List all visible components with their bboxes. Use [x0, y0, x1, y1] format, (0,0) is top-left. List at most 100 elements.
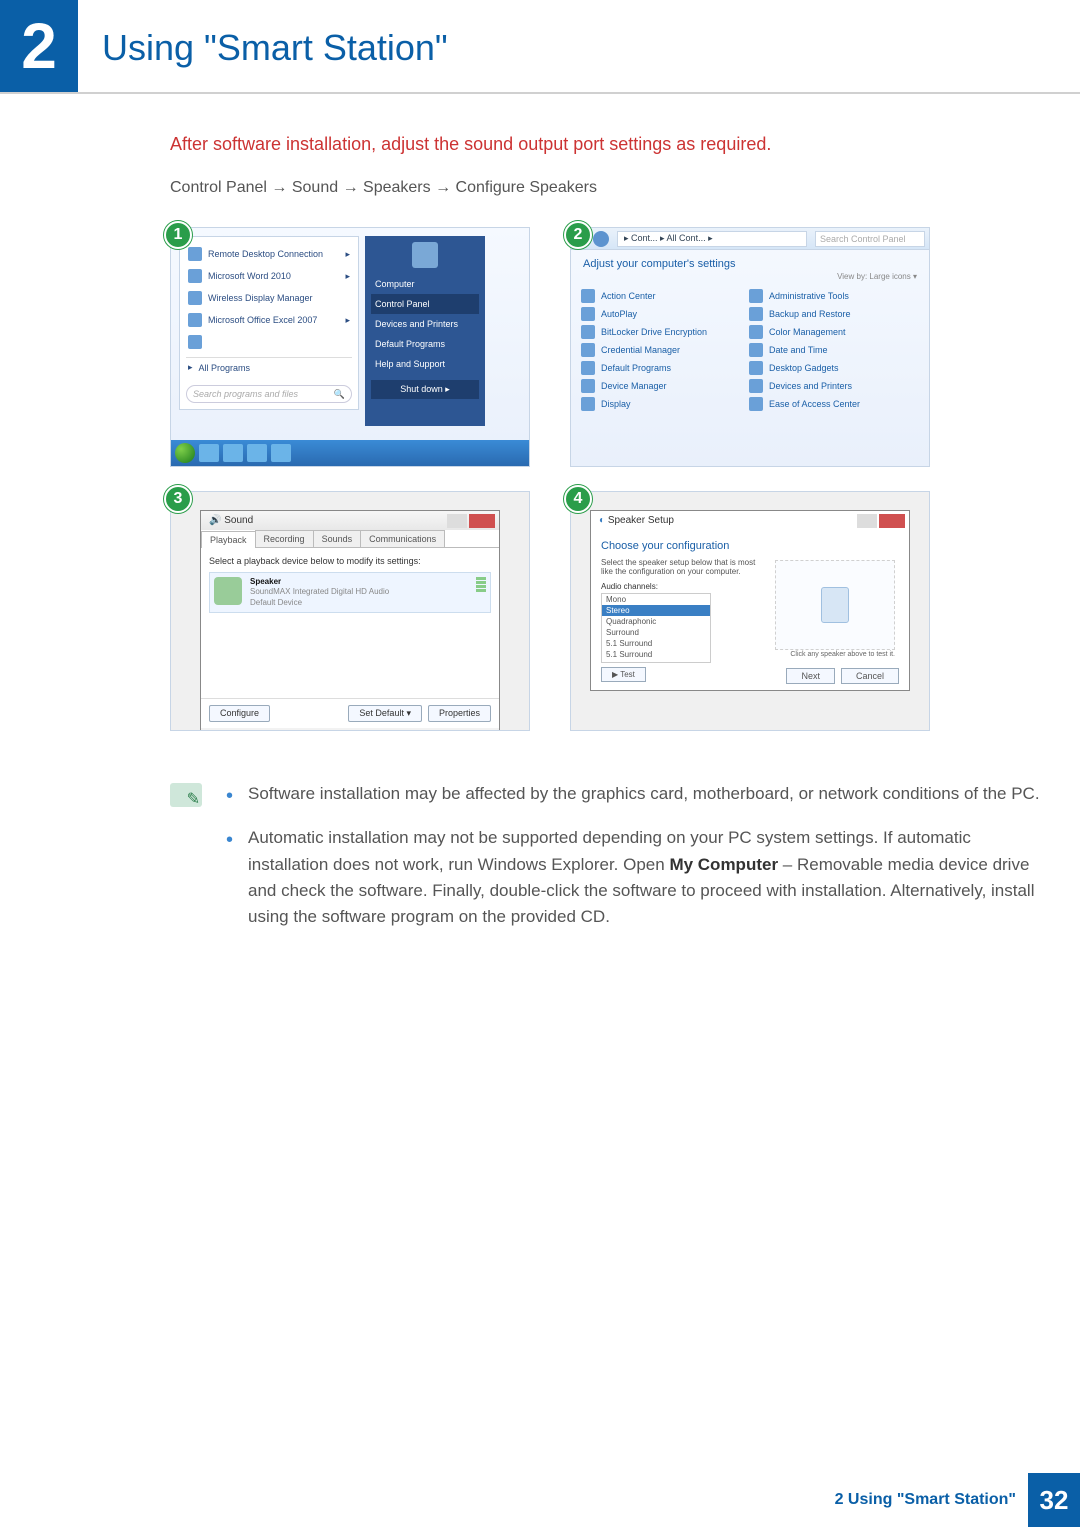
dialog-title: Speaker Setup — [608, 515, 674, 526]
dialog-title: Sound — [224, 515, 253, 526]
note-icon — [170, 783, 202, 807]
cp-item[interactable]: BitLocker Drive Encryption — [581, 325, 731, 339]
path-step: Sound — [292, 179, 338, 196]
cp-item[interactable]: Color Management — [749, 325, 899, 339]
cp-item-icon — [581, 307, 595, 321]
start-right-item[interactable]: Computer — [371, 274, 479, 294]
app-icon — [188, 313, 202, 327]
channel-option[interactable]: Mono — [602, 594, 710, 605]
start-right-item[interactable]: Default Programs — [371, 334, 479, 354]
start-right-item[interactable]: Devices and Printers — [371, 314, 479, 334]
dialog-titlebar: 🔊 Sound — [201, 511, 499, 530]
speaker-icon[interactable] — [821, 587, 849, 623]
start-menu-item[interactable]: Microsoft Office Excel 2007▸ — [186, 309, 352, 331]
start-orb-icon[interactable] — [175, 443, 195, 463]
start-right-item[interactable]: Help and Support — [371, 354, 479, 374]
start-menu-item[interactable]: Microsoft Word 2010▸ — [186, 265, 352, 287]
screenshot-1: 1 Remote Desktop Connection▸ Microsoft W… — [170, 227, 530, 467]
tab-communications[interactable]: Communications — [360, 530, 445, 547]
hint-text: Click any speaker above to test it. — [790, 651, 895, 658]
minimize-button[interactable] — [857, 514, 877, 528]
cp-item[interactable]: Display — [581, 397, 731, 411]
cp-item[interactable]: Device Manager — [581, 379, 731, 393]
cp-item[interactable]: Date and Time — [749, 343, 899, 357]
taskbar-item[interactable] — [271, 444, 291, 462]
start-menu-item[interactable] — [186, 331, 352, 353]
properties-button[interactable]: Properties — [428, 705, 491, 722]
note-item: Software installation may be affected by… — [226, 781, 1040, 807]
note-bold: My Computer — [669, 855, 778, 874]
cp-item-icon — [581, 397, 595, 411]
cp-item[interactable]: Administrative Tools — [749, 289, 899, 303]
device-text: Speaker SoundMAX Integrated Digital HD A… — [250, 577, 389, 608]
set-default-button[interactable]: Set Default ▾ — [348, 705, 422, 722]
cp-item[interactable]: AutoPlay — [581, 307, 731, 321]
screenshot-3: 3 🔊 Sound Playback Recording Sounds Comm… — [170, 491, 530, 731]
path-step: Configure Speakers — [456, 179, 597, 196]
cp-item[interactable]: Credential Manager — [581, 343, 731, 357]
breadcrumb[interactable]: ▸ Cont... ▸ All Cont... ▸ — [617, 231, 807, 247]
start-menu-label: Microsoft Office Excel 2007 — [208, 315, 317, 325]
shutdown-label: Shut down — [400, 384, 443, 394]
app-icon — [188, 335, 202, 349]
speaker-icon — [214, 577, 242, 605]
search-icon: 🔍 — [334, 389, 345, 400]
cp-item[interactable]: Backup and Restore — [749, 307, 899, 321]
shutdown-button[interactable]: Shut down ▸ — [371, 380, 479, 399]
test-button[interactable]: ▶ Test — [601, 667, 646, 682]
taskbar-item[interactable] — [247, 444, 267, 462]
cp-item-label: Date and Time — [769, 345, 828, 355]
screenshot-2: 2 ▸ Cont... ▸ All Cont... ▸ Search Contr… — [570, 227, 930, 467]
control-panel-window: ▸ Cont... ▸ All Cont... ▸ Search Control… — [570, 227, 930, 467]
dialog-ok-row: OK Cancel Apply — [201, 728, 499, 731]
cp-item[interactable]: Devices and Printers — [749, 379, 899, 393]
instruction-label: Select a playback device below to modify… — [209, 556, 491, 566]
search-input[interactable]: Search Control Panel — [815, 231, 925, 247]
dialog-body: Select a playback device below to modify… — [201, 548, 499, 698]
playback-device[interactable]: Speaker SoundMAX Integrated Digital HD A… — [209, 572, 491, 613]
page-number: 32 — [1028, 1473, 1080, 1527]
cp-item-icon — [581, 325, 595, 339]
cp-title: Adjust your computer's settings — [571, 250, 929, 272]
taskbar-item[interactable] — [199, 444, 219, 462]
start-right-item[interactable]: Control Panel — [371, 294, 479, 314]
cp-item-icon — [581, 289, 595, 303]
speaker-setup-dialog: ◐ Speaker Setup Choose your configuratio… — [590, 510, 910, 691]
tab-playback[interactable]: Playback — [201, 531, 256, 548]
all-programs-label: All Programs — [199, 363, 251, 373]
navigation-path: Control Panel → Sound → Speakers → Confi… — [170, 179, 1040, 197]
start-menu-item[interactable]: Remote Desktop Connection▸ — [186, 243, 352, 265]
step-bubble: 4 — [564, 485, 592, 513]
tab-recording[interactable]: Recording — [255, 530, 314, 547]
channel-option[interactable]: 5.1 Surround — [602, 638, 710, 649]
cancel-button[interactable]: Cancel — [841, 668, 899, 684]
cp-item[interactable]: Action Center — [581, 289, 731, 303]
start-menu-item[interactable]: Wireless Display Manager — [186, 287, 352, 309]
taskbar-item[interactable] — [223, 444, 243, 462]
tab-sounds[interactable]: Sounds — [313, 530, 362, 547]
notes-section: Software installation may be affected by… — [170, 781, 1040, 949]
configure-button[interactable]: Configure — [209, 705, 270, 722]
chapter-number-badge: 2 — [0, 0, 78, 92]
cp-item[interactable]: Desktop Gadgets — [749, 361, 899, 375]
channel-option[interactable]: Stereo — [602, 605, 710, 616]
cp-item[interactable]: Default Programs — [581, 361, 731, 375]
next-button[interactable]: Next — [786, 668, 835, 684]
forward-button[interactable] — [593, 231, 609, 247]
device-name: Speaker — [250, 577, 281, 586]
cp-item-icon — [581, 379, 595, 393]
close-button[interactable] — [879, 514, 905, 528]
minimize-button[interactable] — [447, 514, 467, 528]
channel-option[interactable]: Surround — [602, 627, 710, 638]
cp-item[interactable]: Ease of Access Center — [749, 397, 899, 411]
channel-option[interactable]: 7.1 Surround — [602, 660, 710, 663]
all-programs[interactable]: ▸ All Programs — [186, 357, 352, 377]
channel-option[interactable]: 5.1 Surround — [602, 649, 710, 660]
search-input[interactable]: Search programs and files 🔍 — [186, 385, 352, 403]
search-placeholder: Search programs and files — [193, 389, 298, 399]
close-button[interactable] — [469, 514, 495, 528]
channel-list[interactable]: MonoStereoQuadraphonicSurround5.1 Surrou… — [601, 593, 711, 663]
view-by[interactable]: View by: Large icons ▾ — [571, 272, 929, 289]
channel-option[interactable]: Quadraphonic — [602, 616, 710, 627]
cp-item-label: Ease of Access Center — [769, 399, 860, 409]
